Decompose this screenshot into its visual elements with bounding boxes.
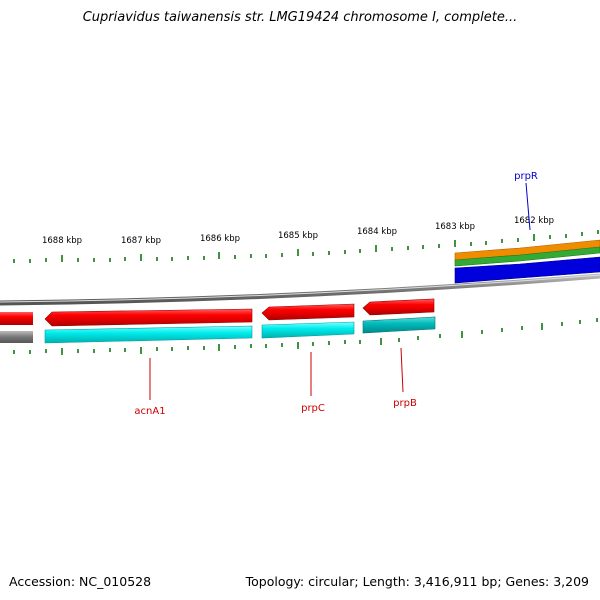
kbp-label: 1682 kbp — [514, 216, 554, 226]
left-red-gene — [0, 312, 33, 325]
gene-name: prpC — [301, 403, 325, 414]
gene-arrow-prpB — [362, 298, 435, 316]
upper-ticks — [13, 230, 599, 263]
blue-track — [454, 256, 600, 284]
backbone — [0, 273, 600, 306]
cds-block — [44, 325, 253, 344]
kbp-label: 1687 kbp — [121, 236, 161, 246]
green-track — [454, 246, 600, 267]
gene-label-acnA1[interactable]: acnA1 — [134, 358, 166, 417]
gene-label-prpC[interactable]: prpC — [301, 352, 325, 414]
kbp-label: 1683 kbp — [435, 222, 475, 232]
cds-blocks[interactable] — [44, 316, 436, 344]
gene-name: prpB — [393, 398, 417, 409]
lower-ticks — [13, 318, 598, 355]
gene-name: acnA1 — [134, 406, 165, 417]
kbp-label: 1686 kbp — [200, 234, 240, 244]
cds-block — [261, 321, 355, 339]
left-edge-features[interactable] — [0, 312, 33, 343]
gene-arrow-prpC — [261, 303, 355, 321]
gene-label-prpB[interactable]: prpB — [393, 347, 417, 409]
kbp-label: 1685 kbp — [278, 231, 318, 241]
gene-arrows[interactable] — [44, 298, 435, 327]
summary-text: Topology: circular; Length: 3,416,911 bp… — [245, 574, 589, 589]
kbp-label: 1684 kbp — [357, 227, 397, 237]
gene-label-prpR[interactable]: prpR — [514, 171, 538, 231]
right-feature-tracks[interactable] — [454, 239, 600, 284]
gene-name: prpR — [514, 171, 538, 182]
cds-block — [362, 316, 436, 334]
accession-text: Accession: NC_010528 — [9, 574, 152, 589]
left-gray-gene — [0, 331, 33, 343]
kbp-label: 1688 kbp — [42, 236, 82, 246]
gene-arrow-acnA1 — [44, 308, 253, 327]
kbp-labels: 1688 kbp 1687 kbp 1686 kbp 1685 kbp 1684… — [42, 216, 554, 246]
map-title: Cupriavidus taiwanensis str. LMG19424 ch… — [82, 10, 518, 25]
